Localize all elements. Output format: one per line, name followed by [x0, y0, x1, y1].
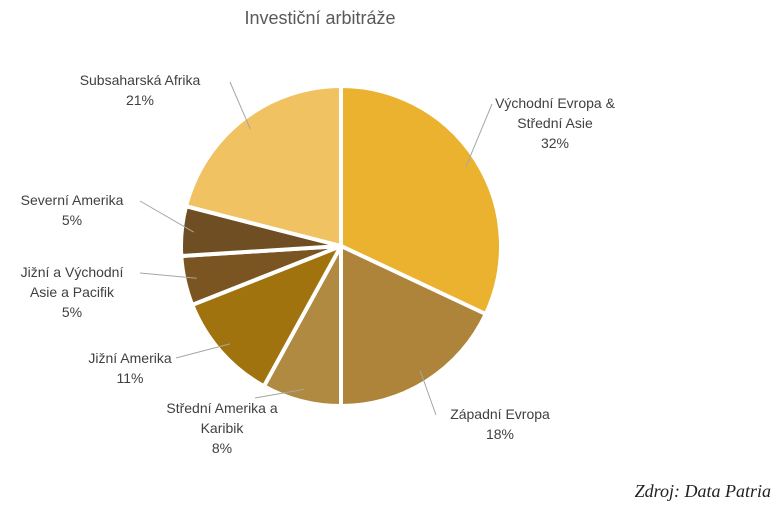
label-value: 32% — [540, 135, 570, 151]
label-category: Západní Evropa — [450, 406, 550, 422]
label-value: 18% — [485, 426, 515, 442]
data-label: Severní Amerika 5% — [0, 190, 152, 230]
label-category: Jižní a Východní Asie a Pacifik — [20, 264, 124, 300]
source: Zdroj: Data Patria — [634, 481, 771, 501]
data-label: Jižní Amerika 11% — [50, 348, 210, 388]
label-value: 21% — [125, 92, 155, 108]
pie-slice — [339, 84, 503, 317]
label-category: Východní Evropa & Střední Asie — [495, 95, 615, 131]
leader-line — [229, 81, 251, 130]
leader-line — [139, 272, 197, 279]
data-label: Subsaharská Afrika 21% — [60, 70, 220, 110]
label-value: 8% — [211, 440, 233, 456]
leader-line — [254, 388, 305, 399]
data-label: Jižní a Východní Asie a Pacifik 5% — [7, 262, 137, 322]
data-label: Západní Evropa 18% — [420, 404, 580, 444]
label-value: 5% — [61, 304, 83, 320]
leader-line — [465, 103, 493, 167]
leader-line — [175, 343, 231, 359]
label-value: 5% — [61, 212, 83, 228]
label-value: 11% — [116, 370, 144, 386]
data-label: Východní Evropa & Střední Asie 32% — [475, 93, 635, 153]
pie-slice — [184, 84, 343, 248]
label-category: Severní Amerika — [20, 192, 124, 208]
data-label: Střední Amerika a Karibik 8% — [147, 398, 297, 458]
label-category: Subsaharská Afrika — [79, 72, 201, 88]
leader-line — [419, 370, 437, 416]
label-category: Jižní Amerika — [88, 350, 172, 366]
leader-line — [139, 200, 194, 233]
label-category: Střední Amerika a Karibik — [166, 400, 278, 436]
chart-title: Investiční arbitráže — [244, 8, 396, 28]
pie-slice — [339, 244, 488, 408]
pie-slice — [190, 244, 343, 389]
